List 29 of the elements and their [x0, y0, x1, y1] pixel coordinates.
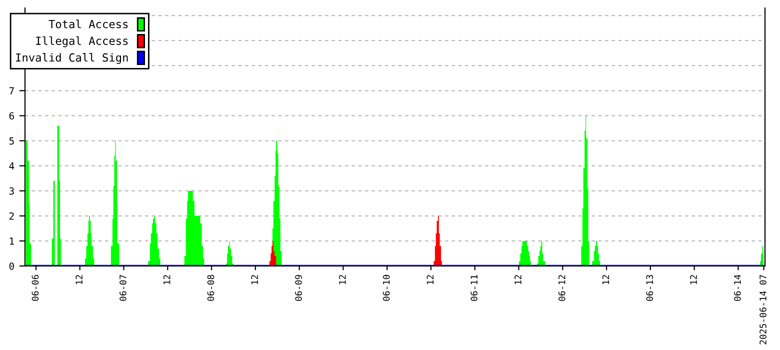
- x-tick-label: 12: [690, 275, 697, 284]
- y-tick-label: 3: [9, 187, 14, 195]
- x-tick-label: 06-12: [558, 275, 566, 301]
- x-tick-label: 12: [602, 275, 610, 284]
- x-tick-label: 06-14: [734, 274, 741, 301]
- x-tick-label: 12: [251, 275, 258, 284]
- y-tick-label: 6: [9, 112, 14, 120]
- y-tick-label: 4: [9, 162, 14, 170]
- y-tick-label: 2: [9, 212, 14, 220]
- x-tick-label: 12: [163, 275, 170, 284]
- y-tick-label: 7: [9, 87, 14, 94]
- x-tick-label: 12: [76, 275, 82, 284]
- x-tick-label: 12: [514, 275, 522, 284]
- x-tick-label: 06-06: [32, 274, 39, 301]
- x-tick-label: 06-13: [646, 275, 654, 301]
- x-tick-label: 2025-06-14 07: [760, 275, 766, 344]
- x-tick-label: 06-11: [470, 274, 478, 301]
- x-tick-label: 06-08: [207, 274, 214, 301]
- x-tick-label: 06-07: [120, 275, 126, 301]
- x-tick-label: 12: [339, 275, 346, 284]
- x-tick-label: 12: [426, 275, 434, 284]
- x-tick-label: 06-10: [382, 274, 390, 301]
- x-tick-label: 06-09: [295, 274, 302, 301]
- legend-label: Total Access: [48, 20, 128, 28]
- legend-label: Illegal Access: [36, 36, 128, 48]
- y-tick-label: 1: [10, 238, 14, 245]
- y-tick-label: 0: [9, 262, 14, 270]
- legend-label: Invalid Call Sign: [16, 53, 128, 64]
- y-tick-label: 5: [9, 137, 14, 145]
